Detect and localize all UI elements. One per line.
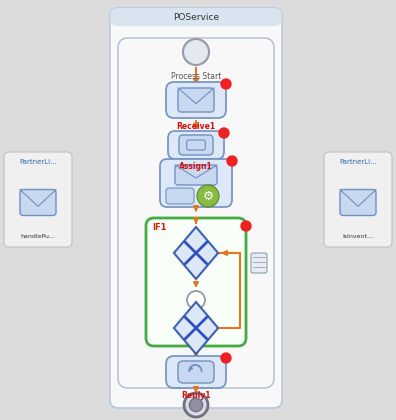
Text: Assign1: Assign1	[179, 162, 213, 171]
FancyBboxPatch shape	[160, 159, 232, 207]
Text: Receive1: Receive1	[177, 122, 215, 131]
FancyBboxPatch shape	[146, 218, 246, 346]
FancyBboxPatch shape	[166, 356, 226, 388]
FancyBboxPatch shape	[4, 152, 72, 247]
FancyBboxPatch shape	[178, 361, 214, 383]
FancyBboxPatch shape	[251, 253, 267, 273]
FancyBboxPatch shape	[118, 38, 274, 388]
Text: PartnerLi...: PartnerLi...	[339, 159, 377, 165]
Text: handlePu...: handlePu...	[21, 234, 55, 239]
Circle shape	[184, 393, 208, 417]
FancyBboxPatch shape	[168, 131, 224, 159]
FancyBboxPatch shape	[187, 140, 206, 150]
Text: Process Start: Process Start	[171, 72, 221, 81]
FancyBboxPatch shape	[110, 8, 282, 26]
FancyBboxPatch shape	[20, 189, 56, 215]
FancyBboxPatch shape	[179, 135, 213, 155]
Circle shape	[183, 39, 209, 65]
FancyBboxPatch shape	[178, 88, 214, 112]
Circle shape	[219, 128, 229, 138]
Circle shape	[221, 79, 231, 89]
Circle shape	[189, 399, 203, 412]
Circle shape	[187, 291, 205, 309]
Text: IF1: IF1	[152, 223, 166, 233]
Circle shape	[227, 156, 237, 166]
Text: isInvent...: isInvent...	[343, 234, 373, 239]
Circle shape	[241, 221, 251, 231]
Text: POService: POService	[173, 13, 219, 21]
FancyBboxPatch shape	[110, 8, 282, 408]
Polygon shape	[174, 302, 218, 354]
FancyBboxPatch shape	[166, 82, 226, 118]
Text: ⚙: ⚙	[202, 189, 213, 202]
Circle shape	[221, 353, 231, 363]
Text: Reply1: Reply1	[181, 391, 211, 400]
FancyBboxPatch shape	[324, 152, 392, 247]
FancyBboxPatch shape	[340, 189, 376, 215]
Polygon shape	[174, 227, 218, 279]
Text: PartnerLi...: PartnerLi...	[19, 159, 57, 165]
FancyBboxPatch shape	[175, 165, 217, 185]
FancyBboxPatch shape	[166, 188, 194, 204]
Circle shape	[197, 185, 219, 207]
